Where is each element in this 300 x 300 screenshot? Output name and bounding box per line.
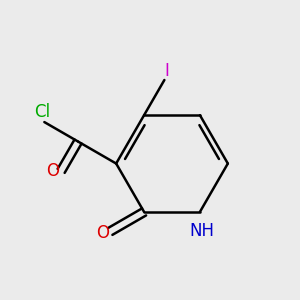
Text: Cl: Cl: [34, 103, 51, 121]
Text: O: O: [46, 162, 59, 180]
Text: O: O: [96, 224, 110, 242]
Text: NH: NH: [189, 221, 214, 239]
Text: I: I: [165, 61, 170, 80]
